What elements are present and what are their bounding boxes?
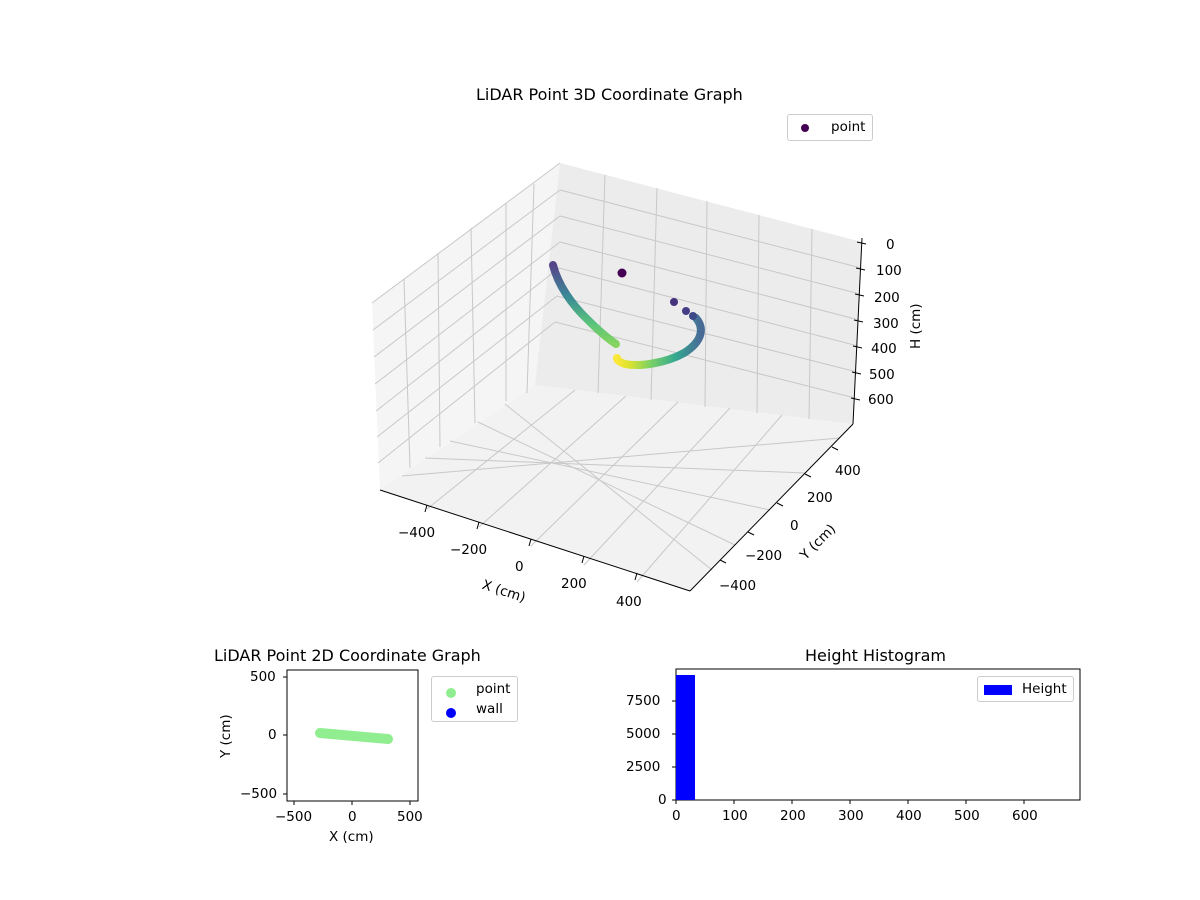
z-tick-label: 300 <box>873 316 899 332</box>
x-axis-line <box>379 489 691 592</box>
x-tick-label: −200 <box>450 542 488 558</box>
legend-marker-point <box>801 124 809 132</box>
x-tick-label: 0 <box>515 559 524 575</box>
legend-label-point: point <box>476 681 511 697</box>
plot-2d-legend: point wall <box>431 676 518 722</box>
legend-label-point: point <box>831 119 866 135</box>
x-tick-label: 200 <box>561 576 587 592</box>
legend-marker-point <box>446 688 456 698</box>
y-tick-label: 0 <box>658 792 667 808</box>
legend-label-height: Height <box>1022 681 1067 697</box>
plot-2d-title: LiDAR Point 2D Coordinate Graph <box>214 646 481 665</box>
histogram-canvas <box>672 668 1081 804</box>
x-tick-label: 100 <box>722 808 748 824</box>
plot-2d: LiDAR Point 2D Coordinate Graph −500 0 5… <box>0 640 600 900</box>
z-tick-label: 100 <box>876 263 902 279</box>
y-tick-label: 0 <box>268 727 277 743</box>
y-tick-label: 500 <box>250 669 276 685</box>
x-axis-label: X (cm) <box>329 829 374 845</box>
plot-3d-title: LiDAR Point 3D Coordinate Graph <box>476 85 743 104</box>
plot-3d-canvas <box>371 162 867 592</box>
scatter-3d-points <box>549 261 705 369</box>
y-axis-label: Y (cm) <box>218 714 234 758</box>
plot-histogram: Height Histogram 0 100 200 300 400 500 6… <box>600 640 1200 900</box>
grid-lines <box>371 162 862 583</box>
x-tick-label: 500 <box>397 809 423 825</box>
z-tick-label: 600 <box>868 392 894 408</box>
x-tick-label: 500 <box>954 808 980 824</box>
z-tick-label: 200 <box>874 290 900 306</box>
y-tick-label: 200 <box>807 490 833 506</box>
y-tick-label: 7500 <box>626 693 661 709</box>
y-tick-label: −200 <box>745 548 783 564</box>
x-tick-label: 300 <box>838 808 864 824</box>
y-axis-line <box>689 423 854 592</box>
legend-label-wall: wall <box>476 701 503 717</box>
x-tick-label: 400 <box>896 808 922 824</box>
x-tick-label: 0 <box>348 809 357 825</box>
z-tick-label: 500 <box>869 367 895 383</box>
x-tick-label: 0 <box>672 808 681 824</box>
plot-3d: LiDAR Point 3D Coordinate Graph <box>371 85 924 610</box>
x-tick-label: 200 <box>780 808 806 824</box>
x-tick-label: −500 <box>275 809 313 825</box>
plot-2d-canvas <box>283 669 419 805</box>
histogram-bar <box>676 675 695 800</box>
y-tick-label: 2500 <box>626 759 661 775</box>
y-tick-label: 400 <box>835 463 861 479</box>
plot-3d-legend: point <box>787 114 873 141</box>
z-tick-label: 0 <box>886 237 895 253</box>
legend-swatch-height <box>984 685 1012 695</box>
z-tick-label: 400 <box>871 341 897 357</box>
histogram-legend: Height <box>977 676 1074 702</box>
z-axis-label: H (cm) <box>908 303 924 349</box>
legend-marker-wall <box>446 708 456 718</box>
x-tick-label: 400 <box>616 594 642 610</box>
y-tick-label: −500 <box>240 786 278 802</box>
y-tick-label: 0 <box>790 518 799 534</box>
y-tick-label: 5000 <box>626 726 661 742</box>
x-tick-label: 600 <box>1012 808 1038 824</box>
x-tick-label: −400 <box>398 525 436 541</box>
y-tick-label: −400 <box>719 578 757 594</box>
histogram-title: Height Histogram <box>805 646 946 665</box>
